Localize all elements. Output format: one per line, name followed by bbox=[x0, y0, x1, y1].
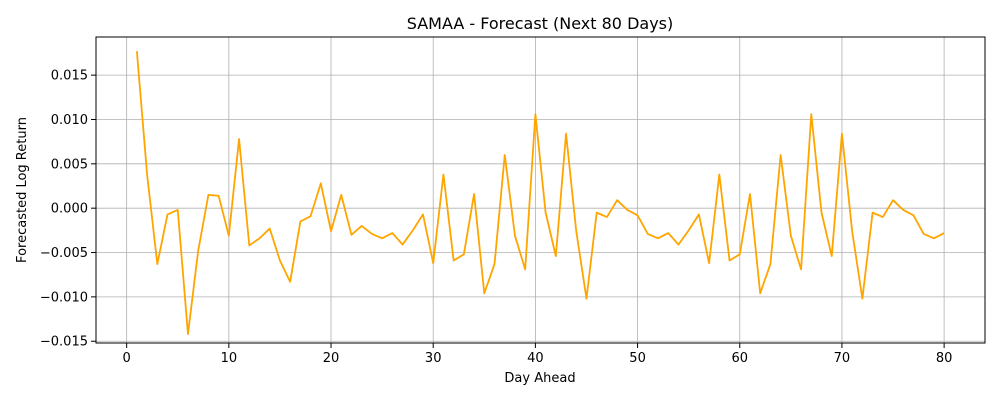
y-tick-label: 0.005 bbox=[51, 157, 88, 172]
chart-title: SAMAA - Forecast (Next 80 Days) bbox=[407, 14, 674, 33]
grid bbox=[96, 37, 985, 343]
y-tick-label: −0.005 bbox=[40, 246, 88, 261]
y-axis-ticks: −0.015 −0.010 −0.005 0.000 0.005 0.010 0.015 bbox=[40, 69, 96, 350]
x-tick-label: 50 bbox=[629, 351, 646, 366]
x-tick-label: 30 bbox=[425, 351, 442, 366]
series-layer bbox=[135, 51, 945, 336]
x-tick-label: 70 bbox=[834, 351, 851, 366]
x-tick-label: 80 bbox=[936, 351, 953, 366]
x-tick-label: 10 bbox=[221, 351, 238, 366]
y-tick-label: 0.000 bbox=[51, 202, 88, 217]
x-axis-ticks: 0 10 20 30 40 50 60 70 80 bbox=[123, 343, 953, 366]
x-tick-label: 40 bbox=[527, 351, 544, 366]
x-axis-label: Day Ahead bbox=[504, 371, 575, 386]
y-tick-label: 0.015 bbox=[51, 69, 88, 84]
x-tick-label: 0 bbox=[123, 351, 131, 366]
y-tick-label: −0.010 bbox=[40, 290, 88, 305]
y-tick-label: −0.015 bbox=[40, 335, 88, 350]
plot-frame bbox=[95, 36, 986, 344]
forecast-line bbox=[135, 51, 945, 336]
x-tick-label: 20 bbox=[323, 351, 340, 366]
y-tick-label: 0.010 bbox=[51, 113, 88, 128]
x-tick-label: 60 bbox=[731, 351, 748, 366]
y-axis-label: Forecasted Log Return bbox=[15, 117, 30, 263]
